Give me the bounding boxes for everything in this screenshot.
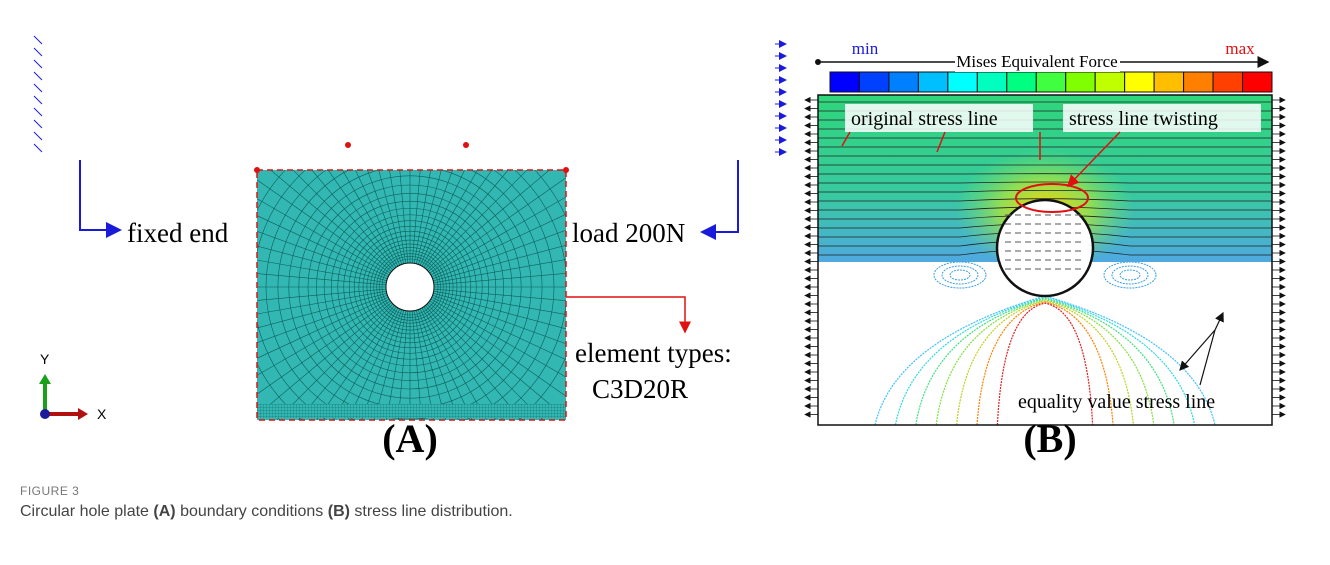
element-types-label: element types: — [575, 338, 732, 368]
caption-text: stress line distribution. — [350, 503, 513, 520]
figure-label: FIGURE 3 — [20, 484, 79, 498]
caption-text: boundary conditions — [176, 503, 328, 520]
colorbar — [830, 72, 1272, 92]
colorbar-cell — [859, 72, 888, 92]
panel-b-label: (B) — [1023, 416, 1076, 461]
colorbar-cell — [1066, 72, 1095, 92]
colorbar-cell — [1213, 72, 1242, 92]
colorbar-cell — [1095, 72, 1124, 92]
colorbar-cell — [977, 72, 1006, 92]
mesh-hole — [386, 263, 434, 311]
colorbar-cell — [1125, 72, 1154, 92]
load-label: load 200N — [572, 218, 685, 248]
colorbar-cell — [1007, 72, 1036, 92]
caption-text: Circular hole plate — [20, 503, 153, 520]
colorbar-max: max — [1225, 39, 1255, 58]
colorbar-cell — [889, 72, 918, 92]
caption-ref: (B) — [328, 503, 350, 520]
caption: Circular hole plate (A) boundary conditi… — [20, 503, 513, 520]
page: fixed end load 200N element types: C3D20… — [0, 0, 1330, 565]
colorbar-cell — [918, 72, 947, 92]
colorbar-min: min — [852, 39, 879, 58]
colorbar-cell — [1036, 72, 1065, 92]
plate-hole — [997, 200, 1093, 296]
colorbar-cell — [830, 72, 859, 92]
colorbar-cell — [1154, 72, 1183, 92]
annotation: equality value stress line — [1018, 391, 1215, 413]
fixed-end-label: fixed end — [127, 218, 229, 248]
annotation: stress line twisting — [1069, 108, 1218, 130]
axis-y-label: Y — [40, 351, 50, 367]
axis-x-label: X — [97, 406, 107, 422]
colorbar-cell — [1184, 72, 1213, 92]
element-code-label: C3D20R — [592, 374, 688, 404]
annotation: original stress line — [851, 108, 998, 130]
colorbar-title: Mises Equivalent Force — [956, 52, 1117, 71]
colorbar-cell — [1243, 72, 1272, 92]
panel-a-label: (A) — [382, 416, 438, 461]
caption-ref: (A) — [153, 503, 175, 520]
figure: fixed end load 200N element types: C3D20… — [0, 0, 1330, 565]
colorbar-cell — [948, 72, 977, 92]
